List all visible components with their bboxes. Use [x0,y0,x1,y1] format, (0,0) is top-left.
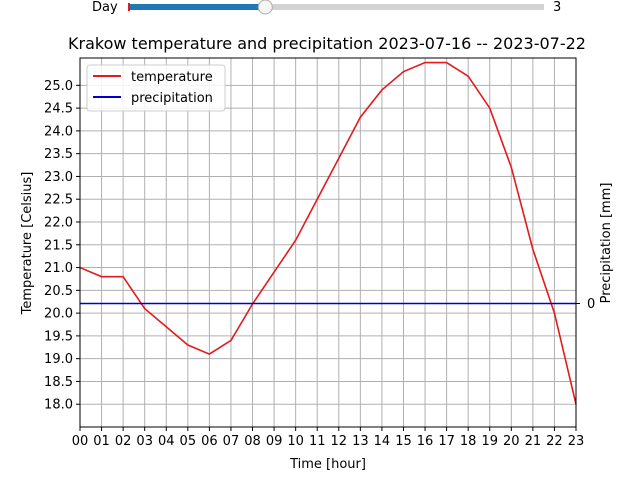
x-tick-label: 02 [115,434,132,449]
y-tick-label: 20.5 [44,284,73,299]
x-tick-label: 09 [266,434,283,449]
y-tick-label: 24.0 [44,124,73,139]
x-tick-label: 16 [417,434,434,449]
x-tick-label: 17 [438,434,455,449]
slider-min-marker [128,3,130,11]
x-axis: 00 01 02 03 04 05 06 07 08 09 10 11 12 13 14 15 16 17 18 19… [72,427,585,449]
y-tick-label: 23.0 [44,170,73,185]
x-tick-label: 11 [309,434,326,449]
y-tick-label: 18.5 [44,375,73,390]
series-lines [79,61,577,405]
y-tick-label: 25.0 [44,79,73,94]
y-tick-label: 21.0 [44,261,73,276]
x-tick-label: 12 [331,434,348,449]
x-tick-label: 03 [136,434,153,449]
chart-title: Krakow temperature and precipitation 202… [68,34,586,53]
slider-track[interactable] [128,4,544,10]
x-tick-label: 06 [201,434,218,449]
plot-frame [79,57,577,428]
x-tick-label: 00 [72,434,89,449]
y-axis-label: Temperature [Celsius] [20,172,35,316]
y-tick-label: 19.0 [44,352,73,367]
y-tick-label: 19.5 [44,329,73,344]
x-tick-label: 19 [481,434,498,449]
slider-fill [128,4,266,10]
legend-label-precipitation: precipitation [131,91,213,106]
x-tick-label: 15 [395,434,412,449]
grid-lines [79,58,577,427]
x-tick-label: 10 [287,434,304,449]
series-line-temperature [79,61,577,405]
day-slider[interactable]: Day 3 [92,0,561,15]
legend-box [86,64,226,112]
y-tick-label: 22.0 [44,216,73,231]
y2-axis-label: Precipitation [mm] [599,183,614,304]
y-axis: 18.0 18.5 19.0 19.5 20.0 20.5 21.0 21.5 22.0 22.5… [44,79,80,413]
x-tick-label: 01 [93,434,110,449]
slider-label: Day [92,0,118,15]
x-tick-label: 18 [460,434,477,449]
x-tick-label: 22 [546,434,563,449]
y-tick-label: 21.5 [44,238,73,253]
x-axis-label: Time [hour] [289,457,366,472]
x-tick-label: 14 [374,434,391,449]
y-tick-label: 22.5 [44,193,73,208]
y-tick-label: 24.5 [44,102,73,117]
y-tick-label: 20.0 [44,307,73,322]
x-tick-label: 23 [568,434,585,449]
x-tick-label: 04 [158,434,175,449]
legend-label-temperature: temperature [131,70,213,85]
slider-value: 3 [553,0,561,15]
x-tick-label: 05 [180,434,197,449]
x-tick-label: 20 [503,434,520,449]
legend: temperature precipitation [86,64,226,112]
y2-tick-label: 0 [587,297,595,312]
y2-axis: 0 [576,297,595,312]
x-tick-label: 13 [352,434,369,449]
x-tick-label: 21 [525,434,542,449]
slider-handle[interactable] [257,0,273,15]
y-tick-label: 18.0 [44,398,73,413]
y-tick-label: 23.5 [44,147,73,162]
x-tick-label: 08 [244,434,261,449]
x-tick-label: 07 [223,434,240,449]
